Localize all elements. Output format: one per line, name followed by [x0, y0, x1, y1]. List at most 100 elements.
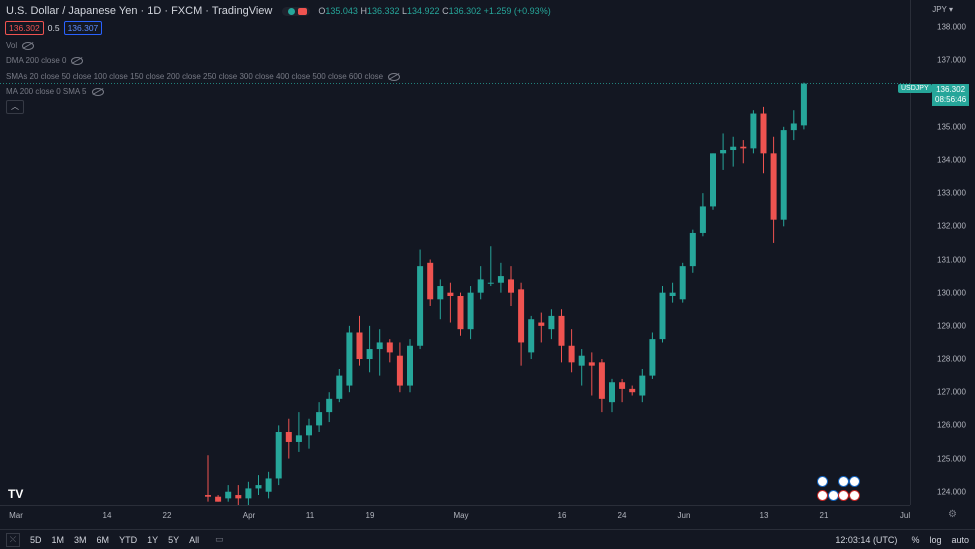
range-button-5d[interactable]: 5D — [30, 534, 42, 545]
candle[interactable] — [467, 286, 474, 340]
candle[interactable] — [477, 266, 484, 300]
candle[interactable] — [457, 292, 464, 336]
flag-event-icon[interactable] — [817, 490, 828, 501]
sell-button[interactable]: 136.302 — [5, 21, 44, 35]
collapse-indicators-button[interactable]: ︿ — [6, 100, 24, 114]
symbol-title[interactable]: U.S. Dollar / Japanese Yen · 1D · FXCM ·… — [6, 5, 273, 17]
indicator-dma[interactable]: DMA 200 close 0 — [6, 56, 84, 65]
candle[interactable] — [407, 339, 413, 393]
candle[interactable] — [366, 325, 373, 373]
candle[interactable] — [316, 402, 323, 433]
eye-off-icon[interactable] — [388, 72, 401, 81]
candle[interactable] — [578, 349, 585, 386]
candle[interactable] — [205, 455, 211, 502]
auto-toggle[interactable]: auto — [951, 534, 969, 545]
candle[interactable] — [265, 471, 272, 499]
range-button-all[interactable]: All — [189, 534, 200, 545]
candle[interactable] — [295, 412, 302, 452]
price-axis[interactable]: 138.000137.000136.000135.000134.000133.0… — [910, 0, 975, 505]
utc-clock[interactable]: 12:03:14 (UTC) — [835, 534, 898, 545]
candle[interactable] — [245, 481, 252, 505]
candle[interactable] — [417, 249, 424, 350]
candle[interactable] — [487, 246, 494, 287]
candle[interactable] — [538, 312, 545, 343]
candle[interactable] — [396, 342, 403, 393]
candle[interactable] — [508, 266, 514, 306]
currency-selector[interactable]: JPY ▾ — [932, 5, 953, 14]
log-toggle[interactable]: log — [929, 534, 942, 545]
flag-event-icon[interactable] — [838, 476, 849, 487]
candle[interactable] — [235, 485, 242, 505]
candle[interactable] — [710, 153, 716, 210]
candle[interactable] — [518, 282, 525, 366]
flag-event-icon[interactable] — [849, 490, 860, 501]
date-range-icon[interactable]: ▭ — [215, 534, 224, 544]
candle[interactable] — [750, 110, 757, 154]
candle[interactable] — [306, 418, 312, 449]
settings-icon[interactable]: ⚙ — [948, 509, 957, 520]
candle[interactable] — [679, 262, 686, 303]
candle[interactable] — [639, 368, 646, 403]
candle[interactable] — [326, 392, 333, 423]
collapse-panel-icon[interactable]: ⤬ — [6, 532, 20, 547]
candle[interactable] — [528, 315, 535, 360]
flag-event-icon[interactable] — [817, 476, 828, 487]
indicator-smas[interactable]: SMAs 20 close 50 close 100 close 150 clo… — [6, 72, 401, 81]
candle[interactable] — [790, 110, 797, 141]
candle[interactable] — [275, 425, 282, 486]
candle[interactable] — [649, 332, 656, 379]
candle[interactable] — [760, 106, 767, 174]
candle[interactable] — [619, 378, 626, 403]
indicator-ma[interactable]: MA 200 close 0 SMA 5 — [6, 87, 104, 96]
eye-off-icon[interactable] — [22, 41, 35, 50]
range-button-6m[interactable]: 6M — [96, 534, 110, 545]
candle[interactable] — [346, 325, 353, 393]
time-axis[interactable]: Mar 14 22 Apr 11 19 May 16 24 Jun 13 21 Jul — [0, 505, 910, 530]
candle[interactable] — [285, 418, 292, 459]
candle[interactable] — [669, 282, 676, 303]
candle[interactable] — [255, 475, 262, 496]
candle[interactable] — [568, 329, 575, 373]
candle[interactable] — [629, 385, 636, 396]
candle[interactable] — [427, 259, 434, 306]
indicator-vol[interactable]: Vol — [6, 41, 35, 50]
time-tick-label: 13 — [759, 511, 769, 520]
range-button-5y[interactable]: 5Y — [168, 534, 180, 545]
range-button-ytd[interactable]: YTD — [119, 534, 138, 545]
eye-off-icon[interactable] — [91, 87, 104, 96]
candle[interactable] — [548, 309, 555, 340]
candle[interactable] — [770, 136, 777, 243]
candle[interactable] — [447, 282, 454, 323]
candle-body — [558, 315, 565, 346]
candle[interactable] — [437, 279, 444, 320]
candle[interactable] — [689, 229, 696, 273]
candle[interactable] — [800, 82, 807, 130]
candle[interactable] — [588, 352, 595, 396]
range-button-1m[interactable]: 1M — [51, 534, 65, 545]
candle[interactable] — [558, 309, 565, 363]
candle[interactable] — [386, 339, 393, 363]
eye-off-icon[interactable] — [71, 56, 84, 65]
candle[interactable] — [659, 286, 666, 343]
candle[interactable] — [225, 485, 232, 502]
candle[interactable] — [376, 329, 383, 376]
flag-event-icon[interactable] — [838, 490, 849, 501]
candle[interactable] — [609, 378, 615, 413]
candle[interactable] — [356, 315, 363, 366]
market-status[interactable] — [282, 6, 311, 16]
candle[interactable] — [699, 193, 706, 237]
candle[interactable] — [497, 262, 504, 293]
buy-button[interactable]: 136.307 — [63, 21, 103, 35]
candle[interactable] — [740, 140, 747, 164]
candle[interactable] — [215, 495, 222, 502]
candle[interactable] — [780, 126, 787, 227]
range-button-1y[interactable]: 1Y — [147, 534, 159, 545]
candle[interactable] — [598, 359, 605, 413]
candle[interactable] — [730, 136, 737, 167]
range-button-3m[interactable]: 3M — [74, 534, 87, 545]
candle[interactable] — [720, 133, 727, 170]
percent-toggle[interactable]: % — [911, 534, 920, 545]
flag-event-icon[interactable] — [849, 476, 860, 487]
candle[interactable] — [336, 368, 343, 403]
